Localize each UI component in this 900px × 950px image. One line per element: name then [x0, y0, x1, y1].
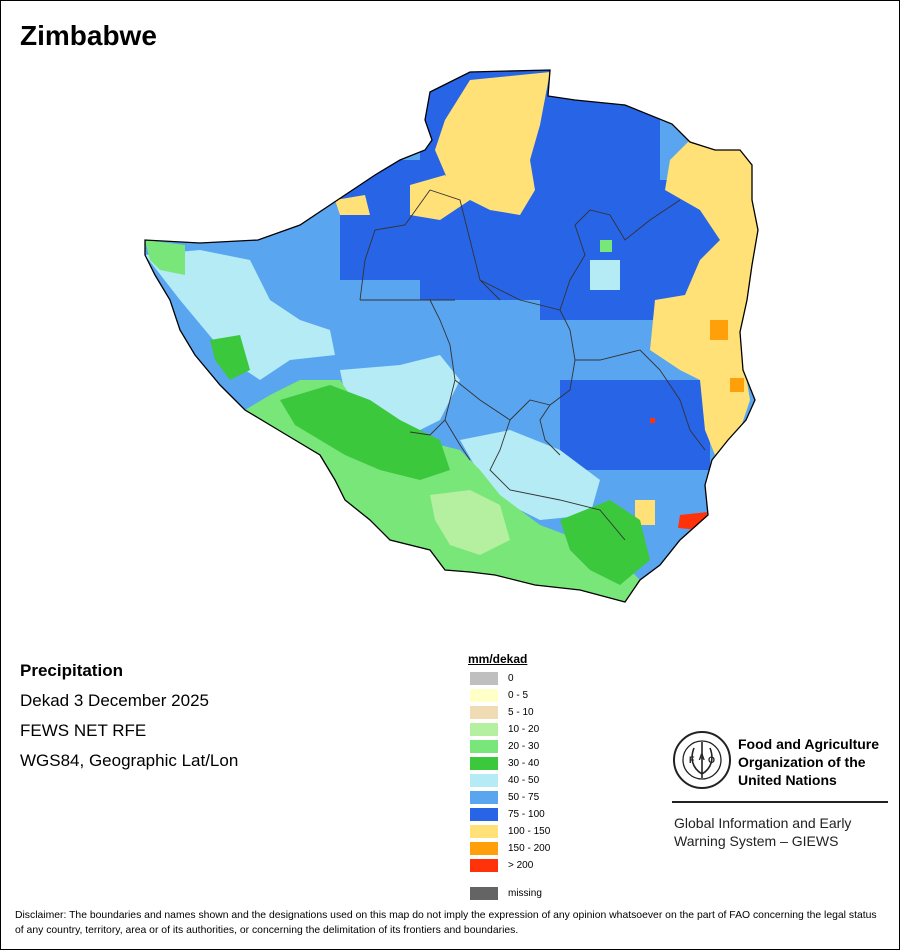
legend-item: > 200: [468, 859, 608, 873]
region-20-30-central: [600, 240, 612, 252]
legend-label: 5 - 10: [508, 707, 534, 718]
legend-label: 75 - 100: [508, 809, 545, 820]
legend-label: missing: [508, 888, 542, 899]
region-100-150-southeast: [635, 500, 655, 525]
legend-item: 10 - 20: [468, 723, 608, 737]
legend-swatch: [470, 723, 498, 736]
legend-label: 100 - 150: [508, 826, 551, 837]
map-title: Zimbabwe: [20, 20, 157, 51]
legend-swatch: [470, 842, 498, 855]
legend-swatch: [470, 757, 498, 770]
legend-label: 150 - 200: [508, 843, 551, 854]
region-30-40-west: [210, 335, 250, 380]
period: Dekad 3 December 2025: [20, 691, 210, 710]
svg-text:A: A: [699, 752, 706, 762]
legend-item: 0 - 5: [468, 689, 608, 703]
region-150-200-east: [710, 320, 728, 340]
region-100-150-northwest: [335, 195, 370, 215]
legend-title: mm/dekad: [468, 652, 528, 666]
legend-item: 20 - 30: [468, 740, 608, 754]
svg-text:F: F: [689, 755, 695, 765]
region-20-30-far-west: [145, 240, 185, 275]
region-100-150-north: [435, 72, 550, 215]
legend-swatch: [470, 740, 498, 753]
legend-swatch: [470, 887, 498, 900]
fao-logo-icon: F A O: [673, 731, 731, 789]
region-40-50-west: [145, 250, 335, 380]
region-over-200-east: [650, 418, 655, 423]
layer-name: Precipitation: [20, 661, 123, 680]
legend-swatch: [470, 791, 498, 804]
legend-swatch: [470, 689, 498, 702]
svg-text:O: O: [708, 755, 715, 765]
legend-swatch: [470, 859, 498, 872]
region-30-40-southwest: [280, 385, 450, 480]
map-info: Precipitation Dekad 3 December 2025 FEWS…: [20, 656, 238, 776]
legend-label: 10 - 20: [508, 724, 540, 735]
legend-item: missing: [468, 887, 608, 901]
legend-swatch: [470, 825, 498, 838]
legend-item: 100 - 150: [468, 825, 608, 839]
legend-swatch: [470, 706, 498, 719]
region-30-40-southeast: [560, 500, 650, 585]
legend-label: 30 - 40: [508, 758, 540, 769]
fao-name-line: United Nations: [738, 772, 837, 788]
region-100-150-east: [650, 140, 758, 455]
legend-label: 0 - 5: [508, 690, 529, 701]
data-source: FEWS NET RFE: [20, 721, 147, 740]
region-40-50-south: [460, 430, 600, 520]
legend-label: 40 - 50: [508, 775, 540, 786]
legend-swatch: [470, 808, 498, 821]
legend-item: 75 - 100: [468, 808, 608, 822]
legend-item: 40 - 50: [468, 774, 608, 788]
legend-label: 50 - 75: [508, 792, 540, 803]
projection: WGS84, Geographic Lat/Lon: [20, 751, 239, 770]
region-100-150-north-2: [410, 175, 470, 220]
giews-name: Global Information and Early Warning Sys…: [674, 814, 890, 850]
legend-label: 0: [508, 673, 514, 684]
legend-item: 0: [468, 672, 608, 686]
legend-item: 30 - 40: [468, 757, 608, 771]
legend-item: 150 - 200: [468, 842, 608, 856]
disclaimer: Disclaimer: The boundaries and names sho…: [15, 910, 877, 936]
giews-line: Global Information and Early: [674, 815, 852, 831]
legend-label: > 200: [508, 860, 534, 871]
divider: [672, 801, 888, 803]
legend-item: 50 - 75: [468, 791, 608, 805]
legend-swatch: [470, 774, 498, 787]
legend-swatch: [470, 672, 498, 685]
region-40-50-central: [590, 260, 620, 290]
fao-name: Food and Agriculture Organization of the…: [738, 735, 898, 789]
legend-item: 5 - 10: [468, 706, 608, 720]
giews-line: Warning System – GIEWS: [674, 833, 839, 849]
region-10-20-south: [430, 490, 510, 555]
fao-name-line: Food and Agriculture: [738, 736, 880, 752]
legend-label: 20 - 30: [508, 741, 540, 752]
fao-name-line: Organization of the: [738, 754, 866, 770]
region-75-100-east: [560, 380, 710, 470]
province-boundaries: [359, 189, 706, 541]
region-150-200-east-2: [730, 378, 744, 392]
legend: mm/dekad 0 0 - 5 5 - 10 10 - 20 20 - 30 …: [468, 652, 550, 900]
precipitation-map: [144, 69, 759, 603]
